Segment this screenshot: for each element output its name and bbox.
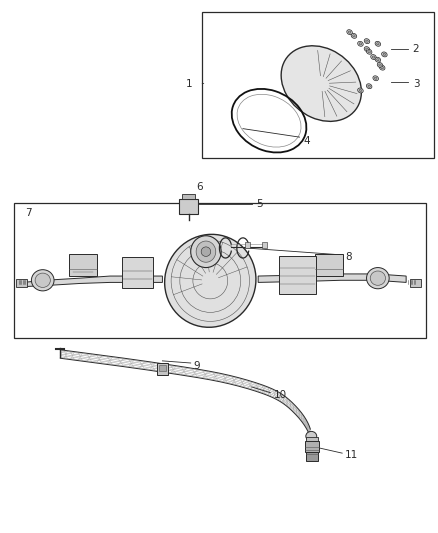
Bar	[159, 365, 166, 372]
Bar	[245, 242, 250, 248]
Ellipse shape	[367, 268, 389, 289]
Ellipse shape	[374, 77, 377, 79]
Ellipse shape	[32, 270, 54, 291]
Text: 6: 6	[196, 182, 203, 192]
FancyBboxPatch shape	[122, 257, 153, 288]
Bar	[201, 12, 434, 158]
Text: 7: 7	[25, 208, 32, 219]
Ellipse shape	[377, 62, 383, 68]
Ellipse shape	[358, 88, 363, 93]
Bar	[315, 254, 343, 276]
Ellipse shape	[375, 57, 381, 62]
Ellipse shape	[377, 59, 379, 61]
Ellipse shape	[35, 273, 50, 287]
Ellipse shape	[377, 43, 379, 45]
Ellipse shape	[359, 90, 362, 92]
Ellipse shape	[358, 42, 363, 46]
Ellipse shape	[368, 85, 371, 87]
Polygon shape	[23, 276, 162, 287]
Bar	[16, 279, 27, 287]
Ellipse shape	[196, 241, 216, 262]
Ellipse shape	[191, 236, 221, 268]
Bar	[306, 437, 318, 442]
Ellipse shape	[348, 31, 351, 33]
Text: 10: 10	[273, 390, 286, 400]
Text: 1: 1	[186, 78, 193, 88]
FancyBboxPatch shape	[279, 256, 316, 294]
Text: 3: 3	[413, 78, 419, 88]
Ellipse shape	[370, 271, 385, 285]
Bar	[305, 441, 319, 452]
Bar	[179, 199, 198, 214]
Ellipse shape	[383, 53, 386, 55]
Ellipse shape	[306, 431, 317, 441]
Bar	[262, 242, 267, 248]
Ellipse shape	[366, 49, 372, 54]
Ellipse shape	[379, 65, 385, 70]
Ellipse shape	[351, 34, 357, 38]
Ellipse shape	[364, 39, 370, 44]
Ellipse shape	[359, 43, 362, 45]
Text: 4: 4	[304, 136, 311, 146]
Ellipse shape	[373, 76, 378, 80]
Bar	[410, 279, 420, 287]
Ellipse shape	[366, 48, 368, 50]
Ellipse shape	[353, 35, 355, 37]
Text: 8: 8	[345, 252, 352, 262]
Ellipse shape	[237, 94, 301, 147]
Bar	[69, 254, 97, 276]
Text: 5: 5	[256, 199, 263, 209]
Text: 11: 11	[345, 450, 358, 460]
Bar	[306, 452, 318, 461]
Ellipse shape	[366, 40, 368, 42]
Ellipse shape	[364, 47, 370, 52]
Ellipse shape	[201, 247, 211, 256]
Ellipse shape	[381, 52, 387, 57]
Ellipse shape	[371, 54, 376, 60]
Ellipse shape	[347, 30, 352, 35]
Ellipse shape	[381, 67, 384, 69]
Text: 2: 2	[413, 44, 419, 54]
Ellipse shape	[165, 235, 256, 327]
Ellipse shape	[372, 56, 375, 58]
Text: 9: 9	[193, 361, 200, 370]
Ellipse shape	[375, 42, 381, 46]
Polygon shape	[258, 274, 406, 282]
Ellipse shape	[366, 84, 372, 88]
Ellipse shape	[281, 46, 361, 122]
Bar	[14, 203, 426, 338]
Ellipse shape	[368, 51, 371, 53]
Bar	[183, 194, 194, 199]
Ellipse shape	[379, 64, 381, 66]
Bar	[157, 363, 168, 375]
